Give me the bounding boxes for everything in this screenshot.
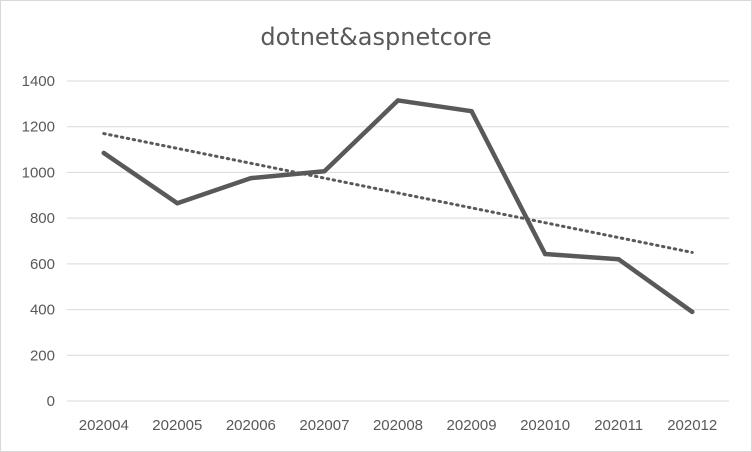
y-tick-label: 600 [30, 256, 55, 273]
x-tick-label: 202010 [520, 417, 570, 434]
y-axis-ticks: 0 200 400 600 800 1000 1200 1400 [22, 73, 55, 410]
series-layer [101, 98, 695, 315]
x-tick-label: 202009 [447, 417, 497, 434]
y-tick-label: 0 [47, 393, 55, 410]
data-point [690, 309, 695, 315]
y-tick-label: 1400 [22, 73, 55, 90]
data-point [101, 150, 106, 156]
data-point [248, 175, 254, 181]
gridlines [67, 80, 729, 402]
x-tick-label: 202012 [667, 417, 717, 434]
data-point [395, 98, 401, 103]
x-axis-ticks: 202004 202005 202006 202007 202008 202009 2020… [79, 417, 718, 434]
y-tick-label: 400 [30, 302, 55, 319]
chart-title: dotnet&aspnetcore [260, 23, 491, 51]
x-tick-label: 202011 [594, 417, 643, 434]
x-tick-label: 202008 [373, 417, 423, 434]
y-tick-label: 200 [30, 347, 55, 364]
y-tick-label: 1000 [22, 164, 55, 181]
data-point [322, 169, 327, 174]
trendline-layer [102, 132, 694, 254]
data-point [469, 108, 474, 114]
x-tick-label: 202007 [299, 417, 349, 434]
y-tick-label: 1200 [22, 119, 55, 136]
x-tick-label: 202004 [79, 417, 129, 434]
series-line [101, 98, 695, 315]
data-point [175, 201, 180, 206]
x-tick-label: 202005 [152, 417, 202, 434]
data-point [616, 257, 621, 262]
x-tick-label: 202006 [226, 417, 276, 434]
y-tick-label: 800 [30, 210, 55, 227]
trendline [102, 132, 694, 254]
data-point [542, 251, 548, 257]
